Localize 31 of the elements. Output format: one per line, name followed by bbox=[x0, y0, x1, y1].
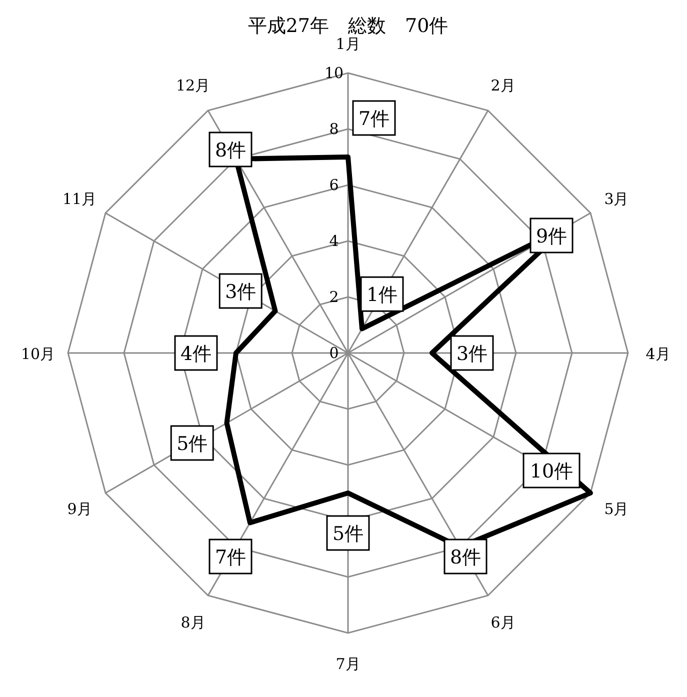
ytick: 2 bbox=[329, 288, 339, 306]
value-label: 10件 bbox=[530, 460, 574, 482]
category: 10月 bbox=[20, 345, 56, 363]
category: 2月 bbox=[490, 76, 516, 95]
value-label: 9件 bbox=[536, 226, 568, 248]
category: 8月 bbox=[180, 613, 206, 632]
ytick: 8 bbox=[329, 120, 339, 138]
title: 平成27年 総数 70件 bbox=[248, 15, 448, 37]
ytick: 0 bbox=[329, 344, 339, 362]
value-label: 5件 bbox=[176, 433, 208, 455]
value-label: 3件 bbox=[225, 281, 256, 303]
value-label: 4件 bbox=[180, 343, 212, 365]
category: 3月 bbox=[604, 190, 629, 208]
category: 12月 bbox=[176, 76, 210, 95]
ytick: 6 bbox=[329, 176, 339, 194]
category: 4月 bbox=[646, 345, 670, 363]
category: 11月 bbox=[62, 190, 97, 208]
category: 6月 bbox=[490, 613, 516, 632]
ytick: 10 bbox=[324, 64, 344, 82]
value-label: 7件 bbox=[358, 108, 390, 130]
value-label: 8件 bbox=[450, 546, 482, 569]
value-label: 3件 bbox=[456, 343, 488, 365]
category: 9月 bbox=[67, 500, 92, 518]
value-label: 7件 bbox=[214, 546, 246, 569]
ytick: 4 bbox=[329, 232, 339, 250]
value-label: 1件 bbox=[366, 284, 398, 306]
value-label: 8件 bbox=[214, 139, 246, 162]
category: 5月 bbox=[604, 500, 629, 518]
category: 1月 bbox=[336, 35, 360, 53]
category: 7月 bbox=[336, 655, 360, 673]
value-label: 5件 bbox=[332, 523, 364, 545]
